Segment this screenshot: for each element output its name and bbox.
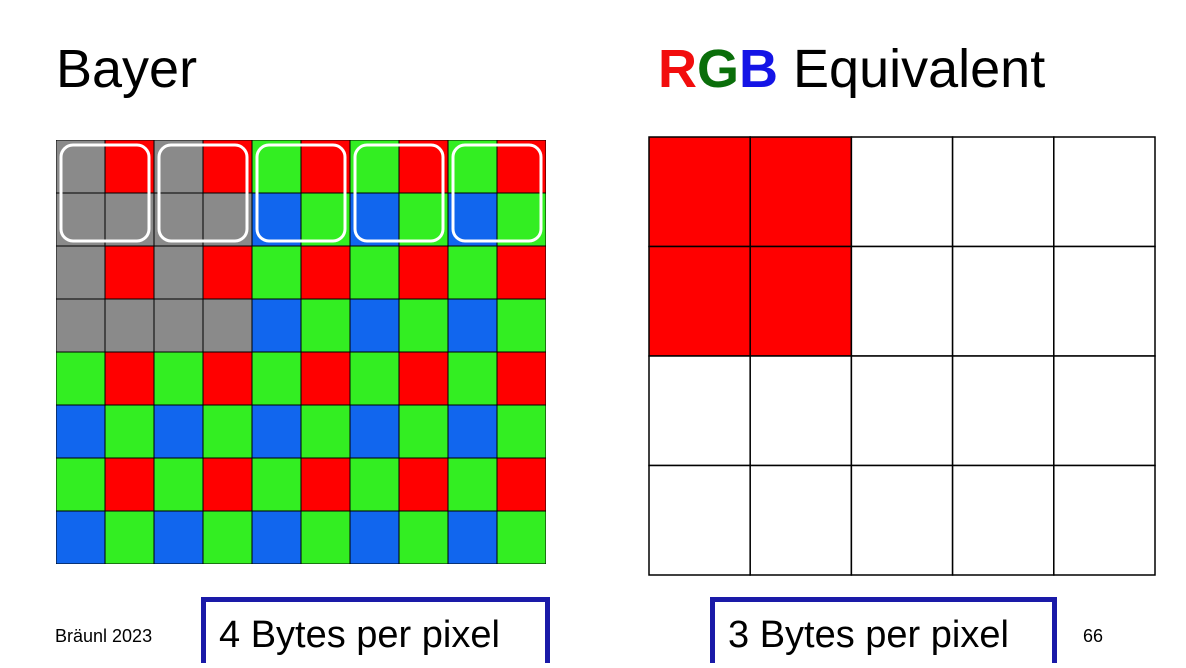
- rgb-cell-empty: [951, 464, 1055, 576]
- bayer-cell-g: [398, 404, 449, 459]
- rgb-cell-empty: [951, 245, 1055, 357]
- bayer-cell-b: [251, 510, 302, 564]
- bayer-cell-g: [104, 404, 155, 459]
- title-rest: Equivalent: [778, 39, 1046, 99]
- author-footer: Bräunl 2023: [55, 626, 153, 646]
- rgb-cell-empty: [951, 136, 1055, 248]
- bayer-mosaic-svg: [56, 140, 546, 564]
- pixel-group-outline: [255, 143, 347, 243]
- pixel-group-outline: [59, 143, 151, 243]
- rgb-cell-filled: [648, 245, 751, 357]
- rgb-cell-empty: [648, 355, 751, 467]
- bayer-cell-r: [104, 245, 155, 300]
- bayer-cell-g: [300, 298, 351, 353]
- bayer-cell-processed: [56, 298, 106, 353]
- bayer-cell-g: [56, 351, 106, 406]
- pixel-group-outline: [451, 143, 543, 243]
- rgb-cell-empty: [850, 464, 954, 576]
- bayer-cell-processed: [202, 298, 253, 353]
- bayer-cell-r: [104, 457, 155, 512]
- bayer-cell-r: [398, 245, 449, 300]
- bayer-cell-g: [447, 457, 498, 512]
- bayer-cell-r: [202, 245, 253, 300]
- bayer-cell-r: [104, 351, 155, 406]
- bayer-cell-r: [300, 457, 351, 512]
- bayer-cell-g: [251, 245, 302, 300]
- bayer-cell-r: [202, 457, 253, 512]
- rgb-cell-empty: [749, 355, 853, 467]
- title-letter-b: B: [739, 39, 779, 99]
- bayer-cell-r: [496, 457, 546, 512]
- bayer-cell-r: [496, 351, 546, 406]
- bayer-cell-g: [153, 457, 204, 512]
- bayer-cell-r: [300, 351, 351, 406]
- bayer-cell-g: [349, 457, 400, 512]
- bayer-cell-b: [349, 298, 400, 353]
- pixel-group-outline: [157, 143, 249, 243]
- bayer-cell-r: [202, 351, 253, 406]
- bayer-cell-g: [202, 404, 253, 459]
- bayer-cell-g: [447, 245, 498, 300]
- bayer-cell-g: [349, 245, 400, 300]
- bayer-cell-processed: [56, 245, 106, 300]
- title-letter-g: G: [697, 39, 740, 99]
- bayer-cell-g: [398, 510, 449, 564]
- bayer-title: Bayer: [56, 39, 198, 99]
- bayer-cell-b: [447, 510, 498, 564]
- bayer-cell-g: [153, 351, 204, 406]
- bayer-cell-r: [398, 457, 449, 512]
- rgb-cell-filled: [749, 136, 853, 248]
- rgb-cell-filled: [648, 136, 751, 248]
- rgb-cell-filled: [749, 245, 853, 357]
- bayer-cell-g: [496, 510, 546, 564]
- pixel-group-outline: [353, 143, 445, 243]
- bayer-cell-r: [398, 351, 449, 406]
- bayer-cell-b: [447, 404, 498, 459]
- bayer-cell-b: [349, 510, 400, 564]
- bayer-cell-g: [398, 298, 449, 353]
- bayer-cell-r: [496, 245, 546, 300]
- bayer-bytes-caption: 4 Bytes per pixel: [201, 597, 550, 663]
- bayer-cell-g: [202, 510, 253, 564]
- bayer-cell-g: [496, 404, 546, 459]
- rgb-cell-empty: [850, 136, 954, 248]
- rgb-cell-empty: [1053, 136, 1156, 248]
- bayer-cell-r: [300, 245, 351, 300]
- bayer-cell-g: [56, 457, 106, 512]
- bayer-cell-g: [251, 351, 302, 406]
- bayer-cell-b: [56, 404, 106, 459]
- bayer-cell-b: [56, 510, 106, 564]
- rgb-equivalent-grid: [648, 136, 1156, 576]
- rgb-cell-empty: [951, 355, 1055, 467]
- bayer-cell-b: [447, 298, 498, 353]
- rgb-bytes-caption: 3 Bytes per pixel: [710, 597, 1057, 663]
- bayer-cell-b: [349, 404, 400, 459]
- bayer-cell-g: [447, 351, 498, 406]
- bayer-mosaic: [56, 140, 546, 564]
- rgb-cell-empty: [850, 355, 954, 467]
- rgb-cell-empty: [749, 464, 853, 576]
- bayer-cell-processed: [153, 298, 204, 353]
- bayer-cell-g: [300, 510, 351, 564]
- bayer-cell-b: [153, 510, 204, 564]
- rgb-grid-svg: [648, 136, 1156, 576]
- bayer-cell-g: [104, 510, 155, 564]
- bayer-cell-b: [251, 404, 302, 459]
- page-number: 66: [1083, 626, 1104, 646]
- bayer-cell-g: [300, 404, 351, 459]
- bayer-cell-processed: [104, 298, 155, 353]
- bayer-cell-b: [251, 298, 302, 353]
- rgb-cell-empty: [648, 464, 751, 576]
- bayer-cell-b: [153, 404, 204, 459]
- bayer-cell-g: [349, 351, 400, 406]
- rgb-equivalent-title: RGB Equivalent: [658, 38, 1045, 100]
- rgb-cell-empty: [850, 245, 954, 357]
- rgb-cell-empty: [1053, 245, 1156, 357]
- bayer-cell-g: [496, 298, 546, 353]
- title-letter-r: R: [658, 39, 697, 99]
- rgb-cell-empty: [1053, 464, 1156, 576]
- bayer-cell-processed: [153, 245, 204, 300]
- bayer-cell-g: [251, 457, 302, 512]
- rgb-cell-empty: [1053, 355, 1156, 467]
